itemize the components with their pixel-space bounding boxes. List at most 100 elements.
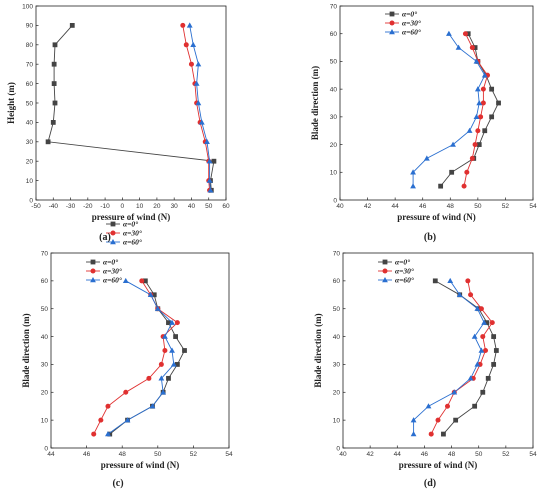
data-point — [122, 277, 129, 284]
y-tick-label: 70 — [333, 250, 341, 257]
data-point — [489, 86, 495, 92]
data-point — [174, 362, 180, 367]
data-point — [158, 375, 165, 381]
data-point — [183, 42, 189, 48]
data-point — [482, 128, 488, 134]
data-point — [182, 348, 187, 353]
x-tick-label: 50 — [475, 451, 483, 458]
legend-entry: α=0° — [123, 220, 138, 229]
data-point — [480, 86, 486, 92]
y-tick-label: 20 — [333, 390, 341, 397]
data-point — [473, 58, 480, 64]
y-tick-label: 0 — [333, 197, 337, 204]
data-point — [493, 348, 499, 353]
data-point — [464, 169, 470, 175]
panel-label: (b) — [424, 232, 436, 243]
series-line-2 — [430, 280, 493, 435]
x-tick-label: 52 — [502, 451, 510, 458]
x-tick-label: 46 — [419, 203, 427, 210]
data-point — [162, 348, 168, 353]
x-tick-label: 46 — [421, 451, 429, 458]
data-point — [455, 44, 462, 50]
legend-entry: α=0° — [402, 10, 417, 19]
data-point — [478, 347, 485, 353]
x-tick-label: 40 — [336, 203, 344, 210]
data-point — [107, 431, 113, 437]
y-tick-label: 70 — [26, 62, 34, 69]
data-point — [410, 431, 417, 437]
legend-marker — [389, 29, 395, 35]
data-point — [476, 100, 483, 106]
data-point — [476, 142, 482, 147]
legend-marker — [90, 277, 96, 283]
data-point — [139, 278, 145, 284]
data-point — [461, 183, 467, 189]
y-tick-label: 10 — [41, 417, 49, 424]
legend-entry: α=60° — [395, 276, 414, 285]
data-point — [489, 114, 495, 120]
data-point — [465, 31, 471, 37]
y-tick-label: 20 — [41, 390, 49, 397]
legend-marker — [90, 259, 96, 265]
legend-entry: α=30° — [402, 19, 421, 28]
y-tick-label: 60 — [330, 31, 338, 38]
x-tick-label: -30 — [66, 203, 76, 210]
plot-frame — [50, 252, 230, 449]
data-point — [469, 155, 475, 161]
y-tick-label: 0 — [29, 197, 33, 204]
y-tick-label: 0 — [336, 445, 340, 452]
legend-entry: α=60° — [123, 238, 142, 247]
data-point — [190, 41, 197, 47]
data-point — [195, 61, 202, 67]
data-point — [166, 320, 171, 326]
data-point — [198, 119, 205, 125]
data-point — [410, 169, 416, 175]
panel-label: (d) — [424, 478, 436, 489]
data-point — [142, 278, 148, 284]
data-point — [469, 45, 475, 51]
data-point — [447, 277, 454, 284]
legend-marker — [382, 277, 388, 283]
data-point — [169, 319, 175, 325]
data-point — [45, 139, 51, 145]
data-point — [193, 80, 200, 86]
data-point — [446, 30, 452, 36]
data-point — [423, 155, 430, 161]
data-point — [474, 86, 481, 92]
x-tick-label: 48 — [447, 203, 455, 210]
x-tick-label: 52 — [190, 451, 198, 458]
data-point — [485, 375, 491, 381]
data-point — [453, 417, 459, 423]
data-point — [450, 141, 456, 147]
legend-entry: α=60° — [103, 276, 122, 285]
y-tick-label: 20 — [330, 142, 338, 149]
data-point — [147, 291, 154, 297]
data-point — [474, 361, 481, 367]
data-point — [166, 375, 171, 381]
plot-frame — [339, 5, 534, 201]
data-point — [105, 431, 111, 437]
legend-marker — [90, 268, 96, 274]
series-line-3 — [189, 25, 211, 191]
legend-entry: α=0° — [395, 258, 410, 267]
y-tick-label: 0 — [44, 445, 48, 452]
x-axis-label: pressure of wind (N) — [92, 212, 170, 222]
data-point — [211, 158, 217, 164]
y-axis-label: Height (m) — [6, 82, 16, 124]
legend-marker — [110, 230, 116, 236]
legend-marker — [389, 20, 395, 26]
y-axis-label: Blade direction (m) — [310, 66, 320, 140]
data-point — [50, 120, 56, 125]
legend-entry: α=60° — [402, 28, 421, 37]
data-point — [428, 431, 434, 437]
x-tick-label: 42 — [364, 203, 372, 210]
y-tick-label: 90 — [26, 23, 34, 30]
data-point — [195, 100, 202, 106]
x-tick-label: 44 — [47, 451, 55, 458]
data-point — [174, 320, 180, 326]
data-point — [466, 127, 473, 133]
x-tick-label: 54 — [529, 203, 537, 210]
data-point — [91, 431, 97, 437]
legend-marker — [382, 259, 388, 265]
y-tick-label: 50 — [330, 59, 338, 66]
